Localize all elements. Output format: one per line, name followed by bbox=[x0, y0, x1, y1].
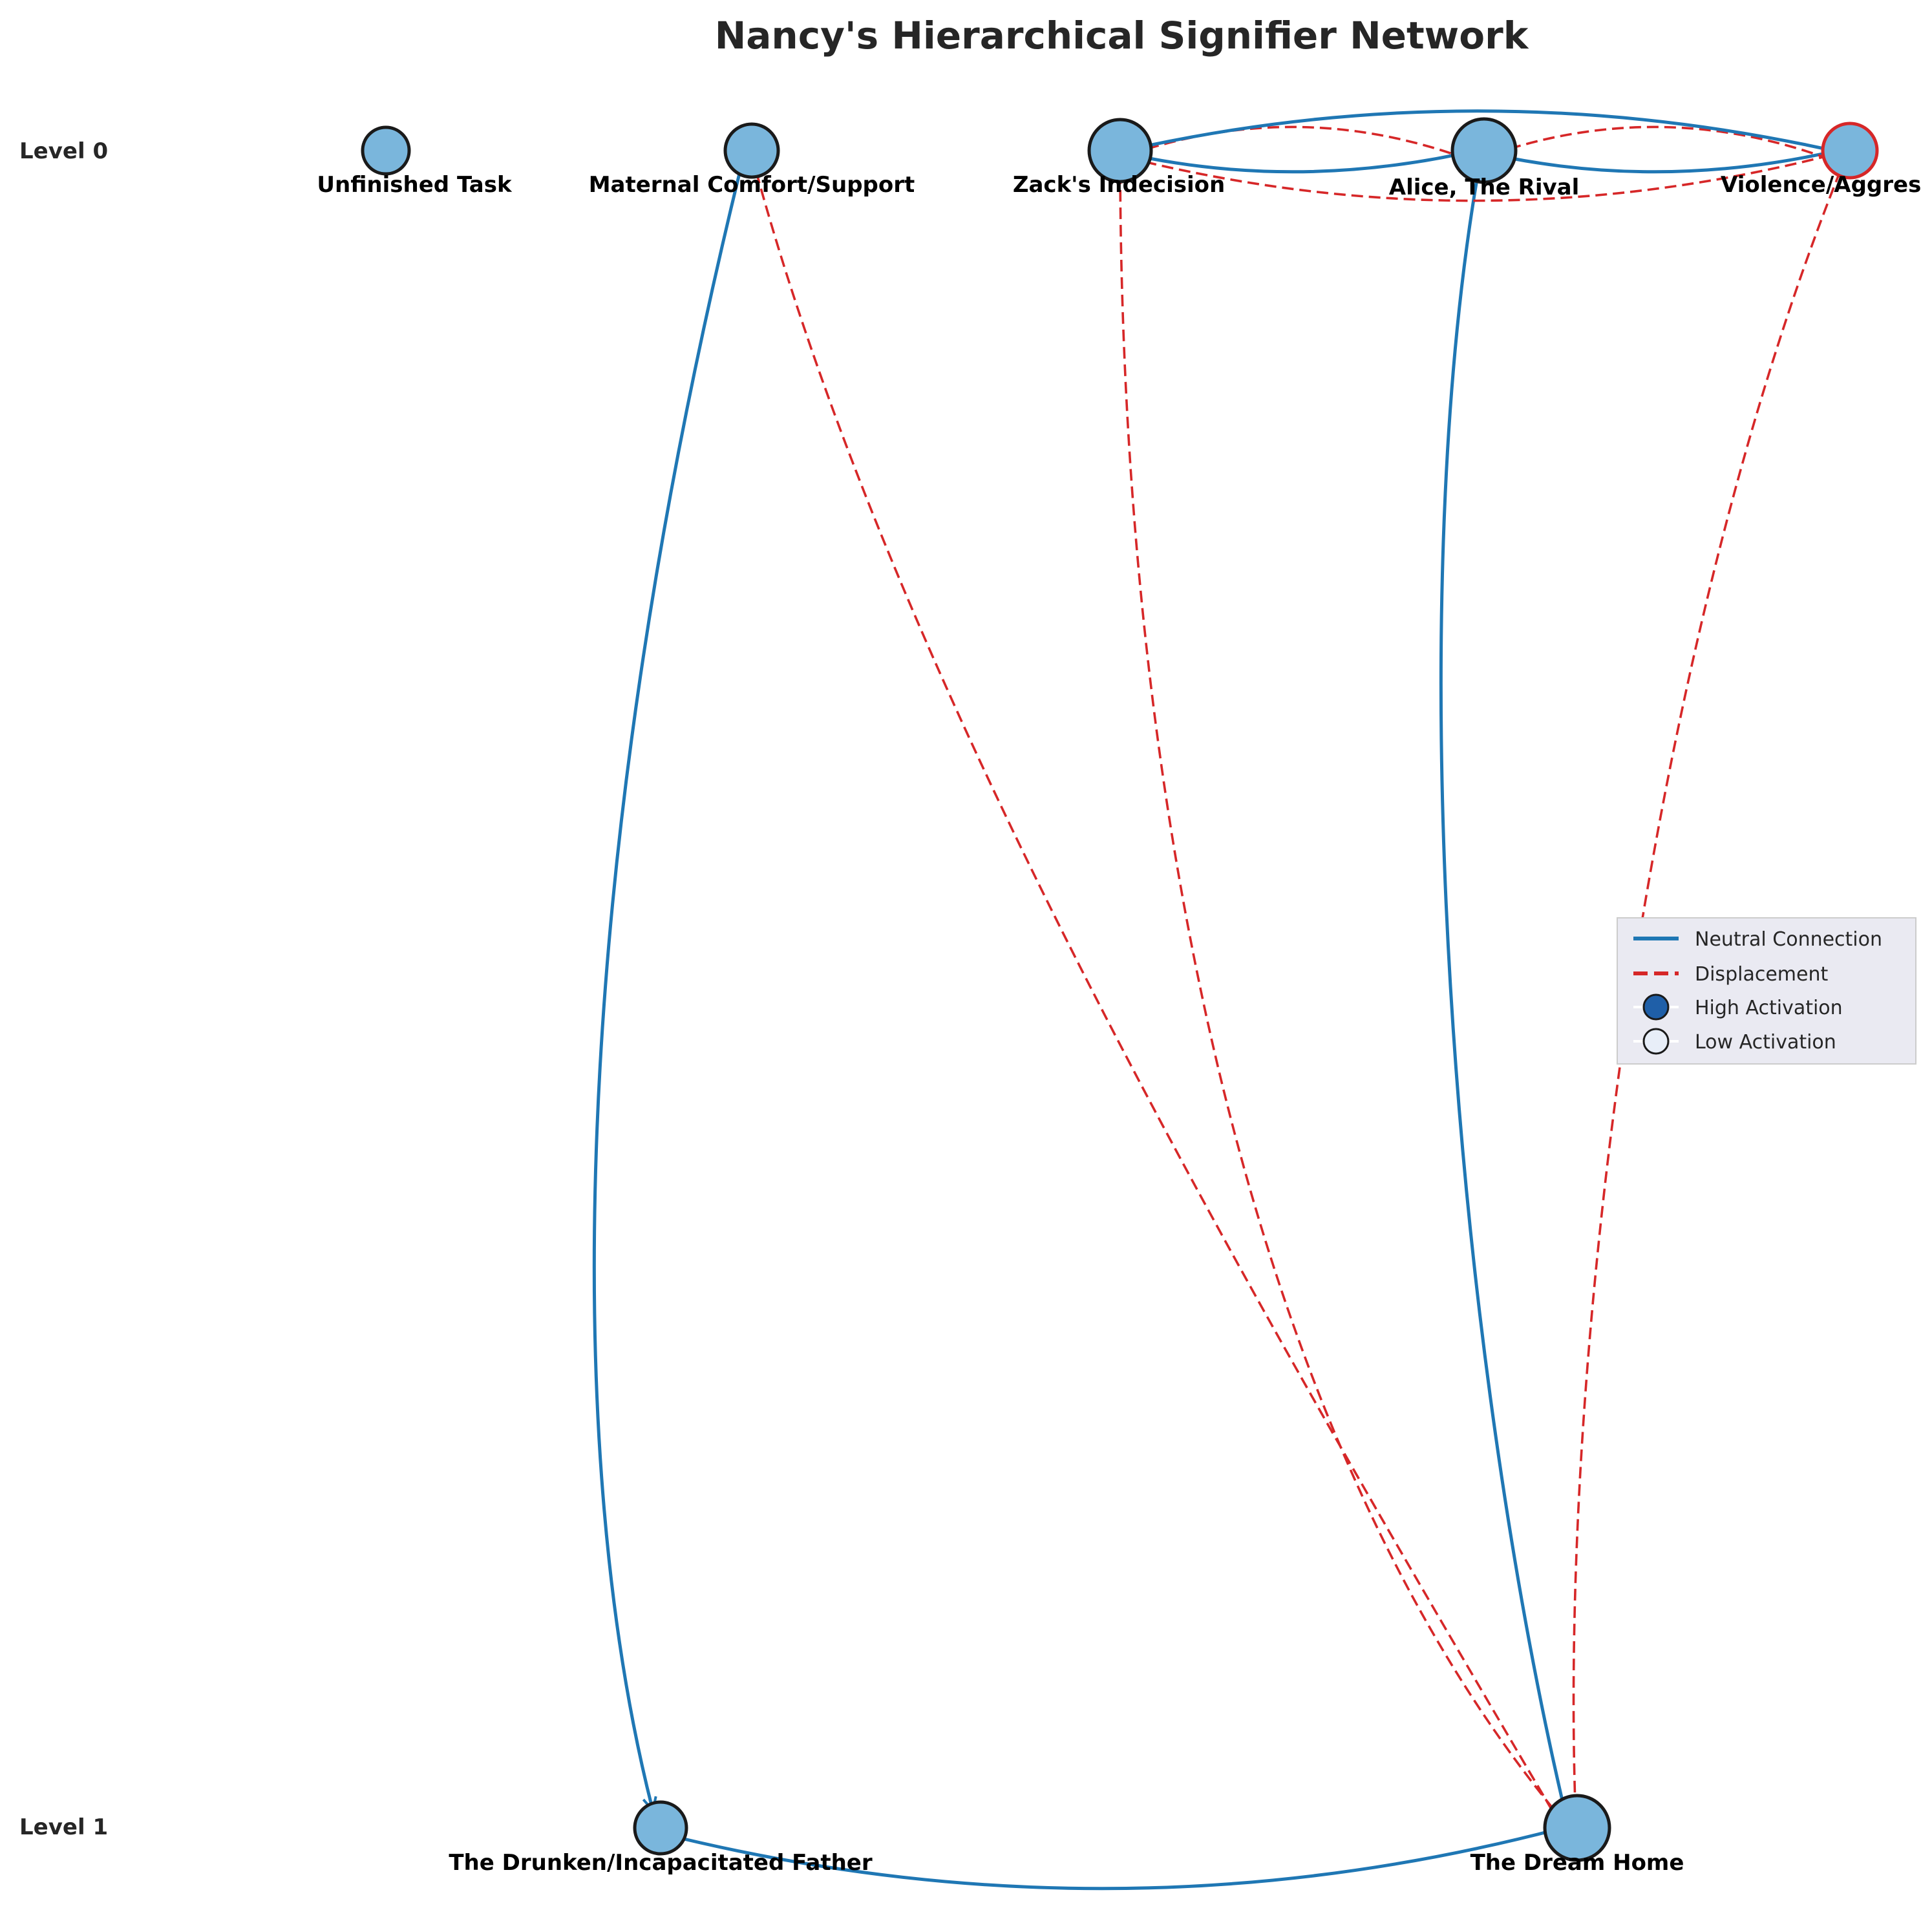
node-label-alice-rival: Alice, The Rival bbox=[1389, 175, 1579, 200]
nodes-layer bbox=[361, 117, 1879, 1862]
legend-low-activation-marker bbox=[1642, 1028, 1670, 1055]
edge-zack-to-alice bbox=[1124, 150, 1478, 174]
legend-low-label: Low Activation bbox=[1695, 1031, 1836, 1054]
edge-alice-to-home bbox=[1439, 149, 1571, 1836]
edge-father-to-home bbox=[662, 1829, 1558, 1891]
node-label-dream-home: The Dream Home bbox=[1470, 1850, 1684, 1876]
node-label-unfinished-task: Unfinished Task bbox=[317, 172, 513, 198]
level-1-label: Level 1 bbox=[19, 1814, 108, 1840]
edge-violence-to-zack bbox=[1128, 109, 1840, 152]
node-dream-home[interactable] bbox=[1543, 1794, 1611, 1862]
level-0-label: Level 0 bbox=[19, 138, 108, 164]
legend-high-label: High Activation bbox=[1695, 997, 1843, 1019]
edge-zack-to-violence bbox=[1127, 154, 1836, 202]
node-label-drunken-father: The Drunken/Incapacitated Father bbox=[449, 1850, 872, 1876]
edge-alice-to-zack bbox=[1128, 125, 1468, 160]
edge-maternal-to-home bbox=[750, 154, 1559, 1822]
node-alice-rival[interactable] bbox=[1450, 117, 1518, 184]
edge-violence-to-home bbox=[1573, 154, 1848, 1822]
edge-violence-to-alice bbox=[1490, 125, 1830, 160]
node-zack-indecision[interactable] bbox=[1087, 118, 1153, 184]
legend-neutral-label: Neutral Connection bbox=[1695, 928, 1882, 951]
edge-zack-to-home bbox=[1119, 154, 1564, 1822]
legend: Neutral Connection Displacement High Act… bbox=[1617, 917, 1916, 1065]
edge-alice-to-violence bbox=[1486, 150, 1840, 174]
legend-displacement-label: Displacement bbox=[1695, 963, 1828, 986]
legend-high-activation-marker bbox=[1642, 993, 1670, 1021]
edge-maternal-to-father bbox=[592, 162, 744, 1810]
node-maternal-comfort[interactable] bbox=[723, 122, 780, 179]
node-violence[interactable] bbox=[1821, 122, 1879, 180]
node-label-zack-indecision: Zack's Indecision bbox=[1013, 172, 1225, 198]
node-labels-layer: Unfinished Task Maternal Comfort/Support… bbox=[317, 172, 1921, 1876]
node-label-maternal-comfort: Maternal Comfort/Support bbox=[589, 172, 915, 198]
edges-layer bbox=[592, 109, 1848, 1891]
node-label-violence: Violence/Aggres bbox=[1721, 172, 1921, 198]
diagram-title: Nancy's Hierarchical Signifier Network bbox=[715, 14, 1529, 58]
node-unfinished-task[interactable] bbox=[361, 125, 411, 176]
node-drunken-father[interactable] bbox=[633, 1800, 688, 1856]
